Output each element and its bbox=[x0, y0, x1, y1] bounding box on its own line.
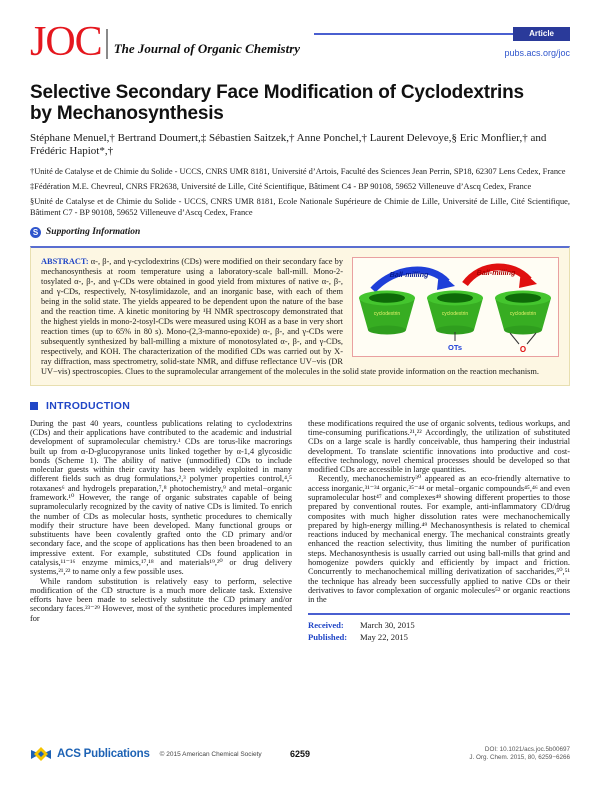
left-column: During the past 40 years, countless publ… bbox=[30, 419, 292, 644]
affiliation-line: †Unité de Catalyse et de Chimie du Solid… bbox=[30, 167, 566, 177]
graphical-abstract: Ball-milling Ball-milling cyclodextrin bbox=[352, 256, 559, 357]
masthead: JOC The Journal of Organic Chemistry Art… bbox=[30, 19, 570, 65]
cyclodextrin-cone-2: cyclodextrin bbox=[427, 290, 483, 335]
supporting-info-icon: S bbox=[30, 226, 41, 238]
cyclodextrin-cone-1: cyclodextrin bbox=[359, 290, 415, 335]
received-line: Received: March 30, 2015 bbox=[308, 620, 570, 632]
right-column: these modifications required the use of … bbox=[308, 419, 570, 644]
citation-block: DOI: 10.1021/acs.joc.5b00697 J. Org. Che… bbox=[469, 746, 570, 763]
copyright-notice: © 2015 American Chemical Society bbox=[159, 750, 262, 758]
published-date: May 22, 2015 bbox=[360, 631, 408, 642]
ball-milling-label-1: Ball-milling bbox=[390, 270, 429, 279]
epoxide-o-label: O bbox=[520, 345, 526, 354]
journal-citation: J. Org. Chem. 2015, 80, 6259−6266 bbox=[469, 754, 570, 761]
intro-paragraph: Recently, mechanochemistry³⁰ appeared as… bbox=[308, 474, 570, 605]
section-bullet-icon bbox=[30, 401, 38, 410]
published-line: Published: May 22, 2015 bbox=[308, 632, 570, 644]
acs-logo-icon bbox=[30, 745, 52, 763]
published-label: Published: bbox=[308, 631, 348, 642]
abstract-box: Ball-milling Ball-milling cyclodextrin bbox=[30, 245, 570, 386]
cyclodextrin-cone-3: cyclodextrin bbox=[495, 290, 551, 335]
ball-milling-label-2: Ball-milling bbox=[477, 268, 516, 277]
abstract-paragraph: ABSTRACT: α-, β-, and γ-cyclodextrins (C… bbox=[41, 257, 559, 377]
article-type-badge: Article bbox=[513, 26, 570, 41]
red-arrowhead-icon bbox=[519, 269, 537, 288]
header-rule bbox=[314, 32, 514, 35]
joc-logo-icon: JOC bbox=[30, 19, 103, 65]
section-title: INTRODUCTION bbox=[46, 399, 131, 412]
header-rule-row: Article bbox=[300, 26, 570, 41]
cone-label: cyclodextrin bbox=[374, 311, 401, 317]
page-number: 6259 bbox=[289, 749, 311, 759]
journal-name: The Journal of Organic Chemistry bbox=[113, 40, 301, 56]
received-date: March 30, 2015 bbox=[360, 620, 415, 631]
masthead-right: Article pubs.acs.org/joc bbox=[300, 26, 570, 58]
publisher-name[interactable]: ACS Publications bbox=[57, 748, 150, 760]
page-footer: ACS Publications © 2015 American Chemica… bbox=[30, 745, 570, 763]
abstract-label: ABSTRACT: bbox=[41, 256, 89, 266]
epoxide-bond-right bbox=[526, 332, 537, 345]
received-label: Received: bbox=[308, 620, 344, 631]
author-list: Stéphane Menuel,† Bertrand Doumert,‡ Séb… bbox=[30, 131, 547, 158]
blue-arrowhead-icon bbox=[437, 271, 455, 290]
page-title: Selective Secondary Face Modification of… bbox=[30, 81, 524, 125]
intro-paragraph: While random substitution is relatively … bbox=[30, 576, 292, 623]
doi-link[interactable]: DOI: 10.1021/acs.joc.5b00697 bbox=[484, 745, 570, 753]
body-columns: During the past 40 years, countless publ… bbox=[30, 419, 570, 644]
intro-paragraph: During the past 40 years, countless publ… bbox=[30, 418, 292, 577]
affiliations: †Unité de Catalyse et de Chimie du Solid… bbox=[30, 167, 570, 219]
abstract-body: α-, β-, and γ-cyclodextrins (CDs) were m… bbox=[41, 256, 540, 376]
introduction-heading: INTRODUCTION bbox=[30, 400, 570, 412]
ball-milling-scheme: Ball-milling Ball-milling cyclodextrin bbox=[359, 263, 551, 354]
logo-divider bbox=[105, 28, 108, 59]
supporting-information[interactable]: S Supporting Information bbox=[30, 226, 570, 238]
journal-logo: JOC The Journal of Organic Chemistry bbox=[30, 19, 301, 65]
cone-label: cyclodextrin bbox=[442, 311, 469, 317]
affiliation-line: §Unité de Catalyse et de Chimie du Solid… bbox=[30, 196, 570, 217]
received-published-box: Received: March 30, 2015 Published: May 22… bbox=[308, 613, 570, 643]
journal-site-link[interactable]: pubs.acs.org/joc bbox=[504, 47, 570, 58]
intro-paragraph: these modifications required the use of … bbox=[308, 418, 570, 475]
supporting-info-label: Supporting Information bbox=[46, 227, 141, 238]
affiliation-line: ‡Fédération M.E. Chevreul, CNRS FR2638, … bbox=[30, 181, 532, 191]
cone-label: cyclodextrin bbox=[510, 311, 537, 317]
epoxide-bond-left bbox=[509, 332, 520, 345]
ots-label: OTs bbox=[448, 343, 462, 352]
